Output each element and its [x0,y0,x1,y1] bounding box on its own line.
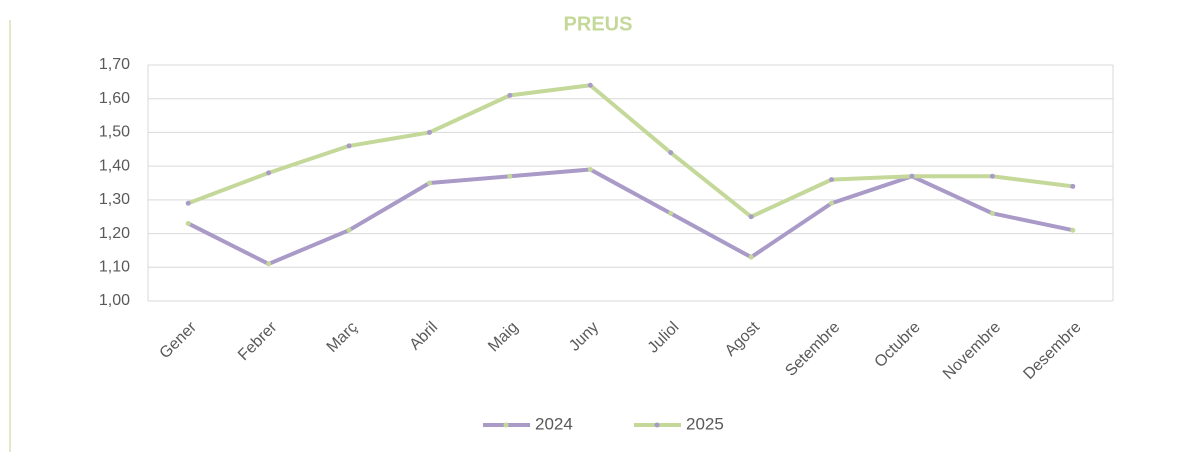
point [426,180,432,186]
x-tick-label: Agost [722,318,763,359]
point [668,210,674,216]
point [266,170,272,176]
y-tick-label: 1,70 [99,56,130,73]
legend-label: 2024 [535,414,573,433]
x-tick-label: Novembre [940,319,1004,383]
point [989,210,995,216]
point [346,227,352,233]
point [266,261,272,267]
y-tick-label: 1,00 [99,292,130,309]
y-tick-label: 1,60 [99,90,130,107]
point [507,92,513,98]
x-tick-label: Febrer [235,318,281,364]
point [587,82,593,88]
point [989,173,995,179]
point [185,200,191,206]
y-tick-label: 1,10 [99,259,130,276]
point [909,173,915,179]
point [829,200,835,206]
point [587,167,593,173]
x-tick-label: Maig [485,319,522,356]
y-tick-label: 1,20 [99,225,130,242]
point [1070,183,1076,189]
legend-marker [654,422,660,428]
legend-label: 2025 [686,414,724,433]
x-tick-label: Desembre [1020,319,1084,383]
point [1070,227,1076,233]
x-tick-label: Març [324,319,361,356]
x-tick-label: Abril [407,319,442,354]
point [748,254,754,260]
series-line [187,83,1074,219]
chart-title: PREUS [564,13,633,35]
series-line [187,167,1074,266]
point [829,177,835,183]
x-tick-label: Gener [157,318,201,362]
y-tick-label: 1,40 [99,157,130,174]
x-tick-label: Octubre [871,319,923,371]
x-tick-label: Juliol [645,319,683,357]
x-tick-label: Juny [566,319,602,355]
point [507,173,513,179]
point [748,214,754,220]
point [426,129,432,135]
y-tick-label: 1,30 [99,191,130,208]
point [668,150,674,156]
point [346,143,352,149]
point [185,220,191,226]
x-tick-label: Setembre [782,319,843,380]
legend-marker [503,422,509,428]
y-tick-label: 1,50 [99,124,130,141]
